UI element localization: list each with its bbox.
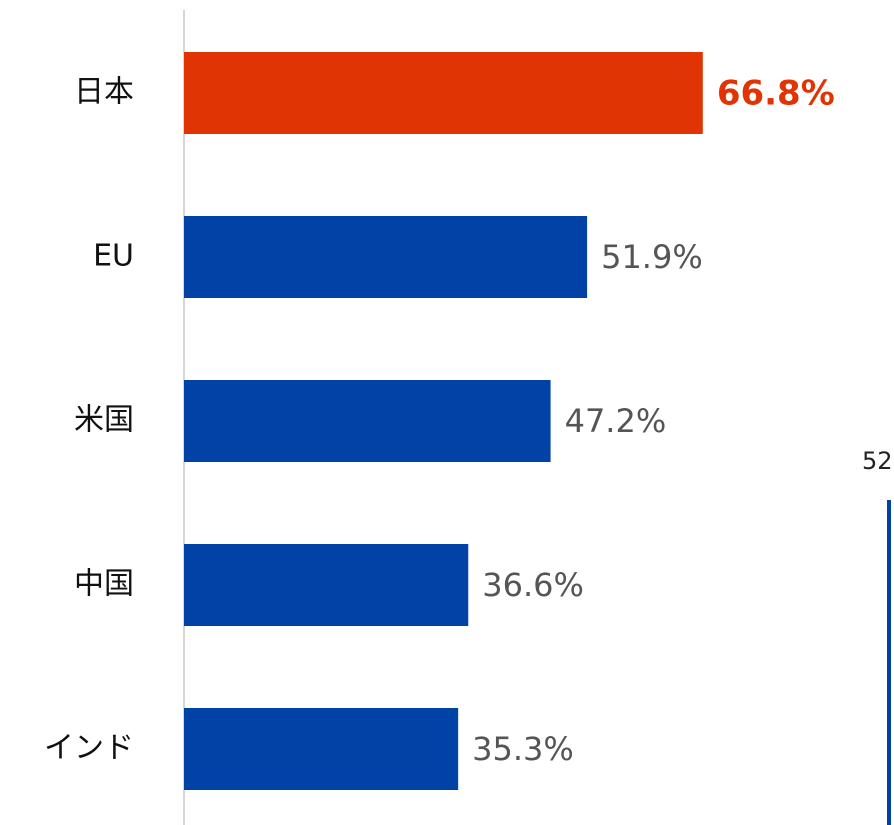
bar (184, 216, 588, 298)
y-tick-label: 中国 (74, 567, 134, 602)
value-label: 51.9% (601, 238, 703, 276)
y-tick-label: 米国 (74, 403, 134, 438)
value-label: 47.2% (565, 402, 667, 440)
value-label: 36.6% (482, 566, 584, 604)
y-tick-label: 日本 (74, 75, 134, 110)
partial-chart-edge (887, 500, 891, 825)
y-tick-label: EU (93, 239, 134, 274)
bar (184, 708, 459, 790)
bar (184, 544, 469, 626)
bar (184, 380, 551, 462)
bar (184, 52, 703, 134)
value-label: 66.8% (717, 74, 835, 114)
y-tick-label: インド (44, 731, 134, 766)
annotation: 52 (862, 447, 893, 475)
value-label: 35.3% (472, 730, 574, 768)
